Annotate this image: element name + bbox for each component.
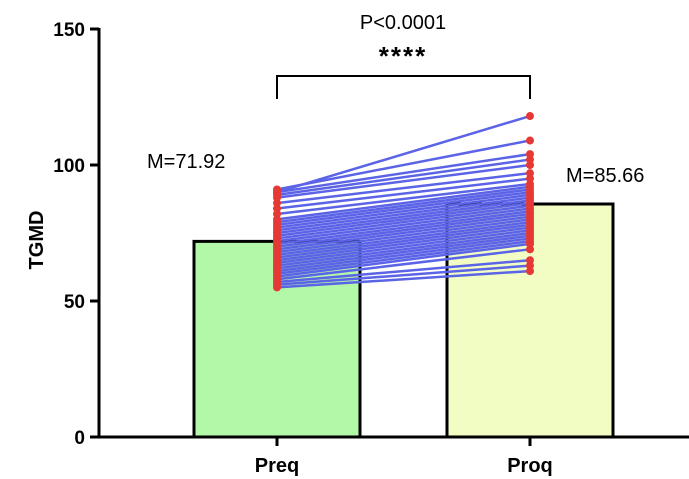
paired-line [276,185,531,221]
data-point-proq [526,256,534,265]
paired-line [276,218,531,254]
paired-line [276,139,531,191]
paired-line [276,188,531,224]
y-tick-label: 0 [74,428,85,449]
data-point-proq [526,112,534,121]
paired-line [276,264,531,286]
paired-line [276,210,531,246]
significance-stars: **** [379,41,427,71]
paired-line [276,215,531,251]
paired-line [276,201,531,237]
paired-line [276,242,531,278]
paired-line [276,234,531,270]
category-label-preq: Preq [255,455,299,477]
y-axis-label: TGMD [26,211,48,270]
significance-bracket [276,75,531,99]
paired-line [276,258,531,284]
paired-line [276,182,531,216]
paired-line [276,248,531,281]
paired-line [276,239,531,276]
paired-line [276,114,531,194]
paired-line [276,163,531,199]
data-point-proq [526,136,534,145]
category-label-proq: Proq [507,455,553,477]
paired-line [276,237,531,273]
y-tick-label: 100 [53,156,85,177]
paired-line [276,193,531,229]
paired-line [276,269,531,289]
paired-line [276,220,531,256]
paired-line [276,207,531,243]
paired-line [276,199,531,235]
data-point-proq [526,150,534,159]
paired-line [276,152,531,194]
paired-line [276,226,531,262]
y-tick-label: 150 [53,20,85,41]
paired-line [276,190,531,227]
paired-line [276,229,531,265]
mean-label-preq: M=71.92 [147,151,225,173]
data-point-preq [273,188,281,197]
p-value-label: P<0.0001 [360,12,446,34]
data-point-proq [526,169,534,178]
paired-line [276,171,531,205]
paired-line [276,158,531,197]
mean-label-proq: M=85.66 [566,165,644,187]
paired-line [276,231,531,267]
y-tick-label: 50 [64,292,85,313]
paired-line [276,196,531,232]
paired-line [276,204,531,240]
paired-line [276,177,531,210]
paired-line [276,223,531,259]
paired-line [276,212,531,248]
